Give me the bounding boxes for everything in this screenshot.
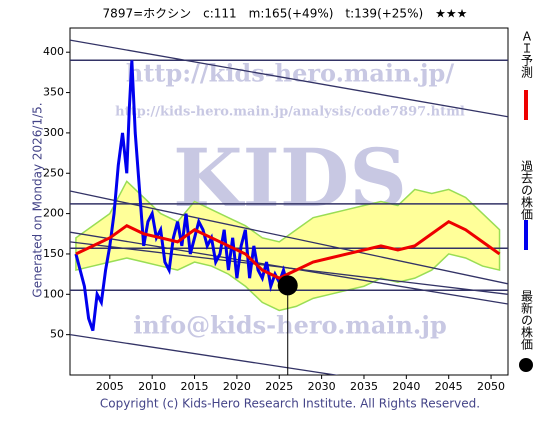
trend-line <box>70 190 508 285</box>
y-tick-label: 300 <box>43 126 64 139</box>
x-tick-label: 2045 <box>435 380 463 393</box>
side-label: Generated on Monday 2026/1/5. <box>31 102 45 297</box>
x-tick-label: 2030 <box>308 380 336 393</box>
x-tick-label: 2010 <box>138 380 166 393</box>
legend-label: 過去の株価 <box>520 160 534 220</box>
x-tick-label: 2040 <box>392 380 420 393</box>
legend-swatch <box>519 358 533 372</box>
trend-line <box>70 241 508 295</box>
series-line <box>75 219 501 280</box>
x-tick-label: 2020 <box>223 380 251 393</box>
y-tick-label: 200 <box>43 207 64 220</box>
watermark: info@kids-hero.main.jp <box>133 311 447 340</box>
y-tick-label: 400 <box>43 45 64 58</box>
legend-label: 最新の株価 <box>520 290 534 350</box>
watermark: http://kids-hero.main.jp/analysis/code78… <box>115 105 465 120</box>
y-tick-label: 350 <box>43 86 64 99</box>
legend-label: ＡＩ予測 <box>520 30 534 79</box>
trend-line <box>70 39 508 118</box>
y-tick-label: 150 <box>43 247 64 260</box>
x-tick-label: 2015 <box>181 380 209 393</box>
latest-point <box>277 275 298 296</box>
x-tick-label: 2005 <box>96 380 124 393</box>
y-tick-label: 250 <box>43 166 64 179</box>
x-tick-label: 2050 <box>477 380 505 393</box>
footer: Copyright (c) Kids-Hero Research Institu… <box>100 397 480 411</box>
y-tick-label: 100 <box>43 287 64 300</box>
x-tick-label: 2025 <box>265 380 293 393</box>
trend-line <box>70 334 340 375</box>
chart-title: 7897=ホクシン c:111 m:165(+49%) t:139(+25%) … <box>103 7 468 21</box>
series-line <box>74 60 290 332</box>
watermark: http://kids-hero.main.jp/ <box>126 59 454 88</box>
y-tick-label: 50 <box>50 328 64 341</box>
forecast-band <box>75 180 501 312</box>
x-tick-label: 2035 <box>350 380 378 393</box>
